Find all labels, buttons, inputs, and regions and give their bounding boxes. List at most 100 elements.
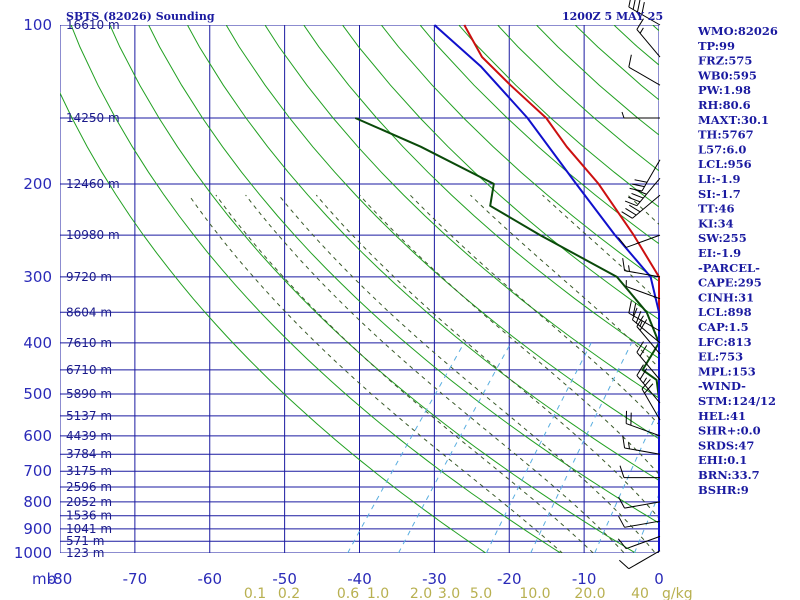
sounding-index: LCL:956 — [698, 157, 752, 171]
dry-adiabat — [341, 25, 659, 321]
pressure-tick-label: 900 — [23, 520, 52, 538]
wind-barb-staff — [636, 29, 661, 58]
height-label: 1041 m — [66, 522, 112, 536]
sounding-index: TT:46 — [698, 202, 735, 216]
sounding-index: HEL:41 — [698, 409, 746, 423]
moist-adiabat — [278, 194, 656, 553]
height-label: 9720 m — [66, 270, 112, 284]
height-label: 571 m — [66, 534, 104, 548]
pressure-axis-label: mb — [32, 570, 56, 588]
wind-barb — [621, 111, 660, 119]
wind-barb-staff — [632, 194, 661, 219]
mixing-ratio-label: 1.0 — [367, 586, 389, 600]
dry-adiabat — [419, 25, 659, 245]
wind-barb — [618, 496, 661, 509]
wind-barb-feather — [617, 237, 627, 248]
sounding-index: TP:99 — [698, 39, 735, 53]
pressure-tick-label: 700 — [23, 462, 52, 480]
moist-adiabat — [215, 194, 594, 553]
chart-title: SBTS (82026) Sounding — [66, 10, 215, 23]
wind-barb-staff — [626, 234, 661, 248]
dry-adiabat — [148, 25, 659, 524]
wind-barb-feather — [639, 345, 648, 357]
wind-barb — [618, 515, 661, 528]
wind-barb-feather — [634, 179, 648, 183]
wind-barb-feather — [636, 364, 644, 376]
wind-barb — [621, 194, 661, 219]
wind-barb-feather — [621, 211, 633, 219]
wind-barb-staff — [624, 447, 661, 455]
wind-barb — [628, 0, 661, 26]
wind-barb — [617, 234, 661, 248]
sounding-index: CINH:31 — [698, 290, 754, 304]
pressure-tick-label: 100 — [23, 16, 52, 34]
wind-barb-staff — [641, 388, 661, 421]
temperature-tick-label: -10 — [572, 570, 597, 588]
wind-barb — [628, 54, 661, 86]
wind-barb-half-feather — [628, 265, 630, 272]
pressure-tick-label: 800 — [23, 493, 52, 511]
wind-barb — [631, 307, 661, 344]
wind-barb-staff — [626, 535, 661, 550]
temperature-tick-label: -20 — [497, 570, 522, 588]
temperature-tick-label: -70 — [123, 570, 148, 588]
sounding-index: EL:753 — [698, 350, 743, 364]
height-label: 5137 m — [66, 409, 112, 423]
pressure-tick-label: 200 — [23, 175, 52, 193]
wind-barb-feather — [625, 208, 637, 216]
wind-barb-feather — [632, 183, 645, 188]
sounding-index: PW:1.98 — [698, 83, 751, 97]
height-label: 12460 m — [66, 177, 120, 191]
wind-barb-half-feather — [642, 377, 648, 384]
dry-adiabats — [60, 25, 659, 553]
sounding-indices-panel: WMO:82026TP:99FRZ:575WB0:595PW:1.98RH:80… — [697, 24, 778, 497]
wind-barb-feather — [636, 18, 644, 30]
wind-barb-feather — [624, 200, 638, 207]
dry-adiabat — [380, 25, 659, 282]
sounding-time: 1200Z 5 MAY 25 — [562, 10, 663, 23]
wind-barb-feather — [636, 0, 641, 13]
wind-barb-feather — [639, 319, 648, 331]
height-label: 3784 m — [66, 447, 112, 461]
sounding-index: STM:124/12 — [698, 394, 776, 408]
wind-barb-staff — [628, 6, 661, 26]
mixing-ratio-label: 0.2 — [278, 586, 300, 600]
height-label: 3175 m — [66, 464, 112, 478]
wind-barb-staff — [626, 423, 661, 437]
height-label: 123 m — [66, 546, 104, 560]
wind-barb-staff — [624, 270, 661, 278]
height-label: 10980 m — [66, 228, 120, 242]
height-label: 4439 m — [66, 429, 112, 443]
height-label: 2596 m — [66, 480, 112, 494]
sounding-index: SHR+:0.0 — [698, 424, 761, 438]
wind-barb-feather — [628, 300, 632, 314]
wind-barb-feather — [634, 189, 647, 195]
sounding-index: LFC:813 — [698, 335, 752, 349]
mixing-ratio-unit: g/kg — [662, 586, 693, 600]
wind-barb-feather — [618, 496, 625, 509]
wind-barb — [622, 435, 661, 455]
wind-barb-feather — [617, 538, 627, 549]
wind-barb — [636, 18, 661, 58]
mixing-ratio-label: 3.0 — [438, 586, 460, 600]
sounding-index: KI:34 — [698, 216, 734, 230]
sounding-index: FRZ:575 — [698, 54, 752, 68]
pressure-tick-label: 600 — [23, 427, 52, 445]
pressure-ticks: 100 200 300 400 500 600 700 800 900 1000 — [14, 16, 52, 562]
mixing-ratio-label: 0.6 — [337, 586, 359, 600]
temperature-tick-label: 0 — [654, 570, 664, 588]
wind-barb-feather — [628, 196, 641, 203]
wind-barb-half-feather — [639, 27, 644, 34]
sounding-index: BRN:33.7 — [698, 468, 760, 482]
wind-barb-feather — [632, 303, 637, 316]
wind-barb-feather — [631, 307, 638, 320]
wind-barb-feather — [628, 0, 631, 8]
wind-barb — [625, 280, 661, 300]
sounding-index: LI:-1.9 — [698, 172, 741, 186]
wind-barb — [619, 465, 660, 479]
parcel-profile — [433, 24, 660, 552]
wind-barb-staff — [628, 66, 661, 86]
wind-barbs — [617, 0, 661, 570]
